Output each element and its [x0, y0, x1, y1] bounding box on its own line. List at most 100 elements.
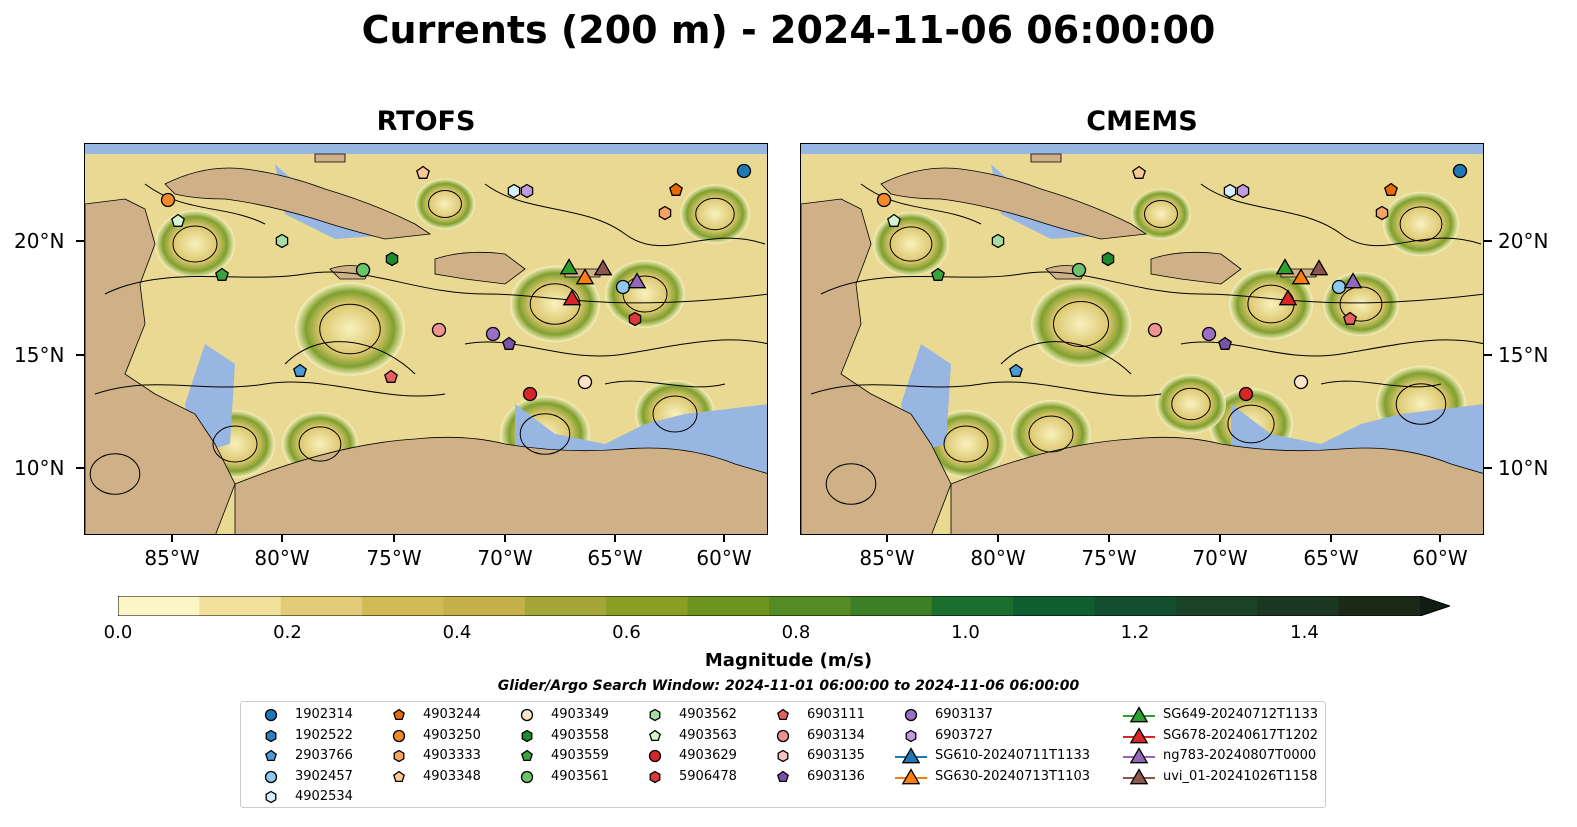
eddy: [415, 178, 475, 230]
colorbar-tick-label: 1.2: [1120, 622, 1150, 643]
legend-marker-icon: [264, 708, 278, 722]
streamline: [428, 190, 462, 218]
lat-tick: [76, 240, 84, 242]
lat-tick: [76, 354, 84, 356]
lon-label-80w-right: 80°W: [970, 546, 1026, 570]
lon-tick: [1439, 534, 1441, 542]
legend-circle-marker: [520, 770, 534, 783]
platform-marker-ng783-20240807T0000: [1343, 272, 1363, 289]
streamline: [484, 183, 766, 247]
legend-label: 6903137: [935, 707, 993, 722]
platform-marker-4903348: [416, 165, 430, 179]
panel-title-cmems: CMEMS: [1086, 106, 1198, 137]
legend-pentagon-marker: [521, 749, 533, 762]
colorbar-tick-label: 0.4: [442, 622, 472, 643]
platform-marker-3902457: [615, 279, 631, 295]
streamline: [1000, 341, 1132, 375]
legend-marker-icon: [648, 749, 662, 763]
map-panel-rtofs: [84, 143, 768, 535]
platform-marker-uvi_01-20241026T1158: [1309, 259, 1329, 276]
lat-label-15n-left: 15°N: [14, 343, 65, 367]
legend-triangle-marker: [901, 747, 921, 764]
legend-marker-icon: [776, 729, 790, 742]
platform-marker-3902457: [1331, 279, 1347, 295]
land: [950, 436, 1483, 534]
legend-triangle-marker: [1129, 767, 1149, 784]
colorbar-segment: [1094, 596, 1177, 616]
legend-marker-icon: [393, 770, 405, 782]
legend-label: 4903559: [551, 748, 609, 763]
shelf-area: [801, 144, 1483, 154]
platform-marker-uvi_01-20241026T1158: [593, 259, 613, 276]
eddy: [1031, 281, 1131, 367]
lat-label-20n-left: 20°N: [14, 229, 65, 253]
platform-marker-4902534: [1223, 183, 1237, 199]
lon-label-70w-right: 70°W: [1192, 546, 1248, 570]
platform-marker-4903250: [876, 192, 892, 208]
streamline: [604, 380, 726, 388]
legend: 1902314 1902522 2903766 3902457 4902534 49032…: [240, 701, 1326, 808]
legend-label: 4903563: [679, 727, 737, 743]
platform-marker-6903136: [502, 336, 516, 350]
colorbar-segment: [524, 596, 607, 616]
legend-triangle-marker: [1129, 747, 1149, 764]
colorbar-tick-label: 0.8: [781, 622, 811, 643]
lon-tick: [1219, 534, 1221, 542]
legend-label: 4903333: [423, 748, 481, 763]
streamline: [94, 381, 446, 397]
lon-tick: [723, 534, 725, 542]
legend-label: 4903561: [551, 768, 609, 784]
streamline: [1227, 404, 1275, 444]
eddy: [155, 210, 235, 278]
platform-marker-6903137: [485, 326, 501, 342]
platform-marker-4903333: [1375, 205, 1389, 221]
colorbar-segment: [118, 596, 200, 616]
land: [880, 167, 1148, 240]
colorbar-segment: [931, 596, 1014, 616]
platform-marker-6903137: [1201, 326, 1217, 342]
streamline: [1395, 383, 1447, 425]
legend-pentagon-marker: [777, 708, 789, 721]
colorbar-outline: [118, 596, 1450, 616]
colorbar-segment: [850, 596, 933, 616]
platform-marker-4903348: [1132, 165, 1146, 179]
colorbar-tick-label: 0.0: [103, 622, 133, 643]
lon-tick: [1108, 534, 1110, 542]
land: [1150, 251, 1242, 285]
colorbar-segment: [1175, 596, 1258, 616]
streamline: [1399, 206, 1443, 242]
legend-triangle-marker: [1129, 706, 1149, 723]
colorbar-segment: [687, 596, 770, 616]
lon-tick: [614, 534, 616, 542]
legend-label: SG649-20240712T1133: [1163, 707, 1319, 722]
legend-marker-icon: [777, 770, 789, 782]
legend-circle-marker: [264, 770, 278, 783]
lat-tick: [76, 467, 84, 469]
platform-marker-4903629: [1238, 386, 1254, 402]
platform-marker-4903562: [275, 233, 289, 249]
platform-marker-6903134: [1147, 322, 1163, 338]
legend-marker-icon: [265, 790, 277, 804]
legend-circle-marker: [392, 729, 406, 742]
colorbar-segment: [280, 596, 363, 616]
lon-tick: [171, 534, 173, 542]
streamline: [284, 341, 416, 375]
platform-marker-4903561: [1071, 262, 1087, 278]
legend-marker-icon: [520, 708, 534, 722]
streamline: [1028, 415, 1074, 453]
shelf-area: [85, 144, 767, 154]
colorbar-tick-label: 1.4: [1290, 622, 1319, 643]
legend-triangle-marker: [1129, 726, 1149, 743]
streamline: [889, 226, 933, 262]
legend-marker-icon: [521, 749, 533, 762]
legend-label: 6903727: [935, 727, 993, 743]
colorbar: [118, 596, 1450, 616]
legend-hexagon-marker: [393, 749, 405, 763]
streamline: [519, 413, 571, 455]
platform-marker-SG630-20240713T1103: [1291, 268, 1311, 285]
streamline: [319, 303, 381, 355]
streamline: [89, 453, 141, 495]
legend-pentagon-marker: [649, 729, 661, 741]
lon-label-75w-right: 75°W: [1081, 546, 1137, 570]
platform-marker-5906478: [628, 311, 642, 327]
